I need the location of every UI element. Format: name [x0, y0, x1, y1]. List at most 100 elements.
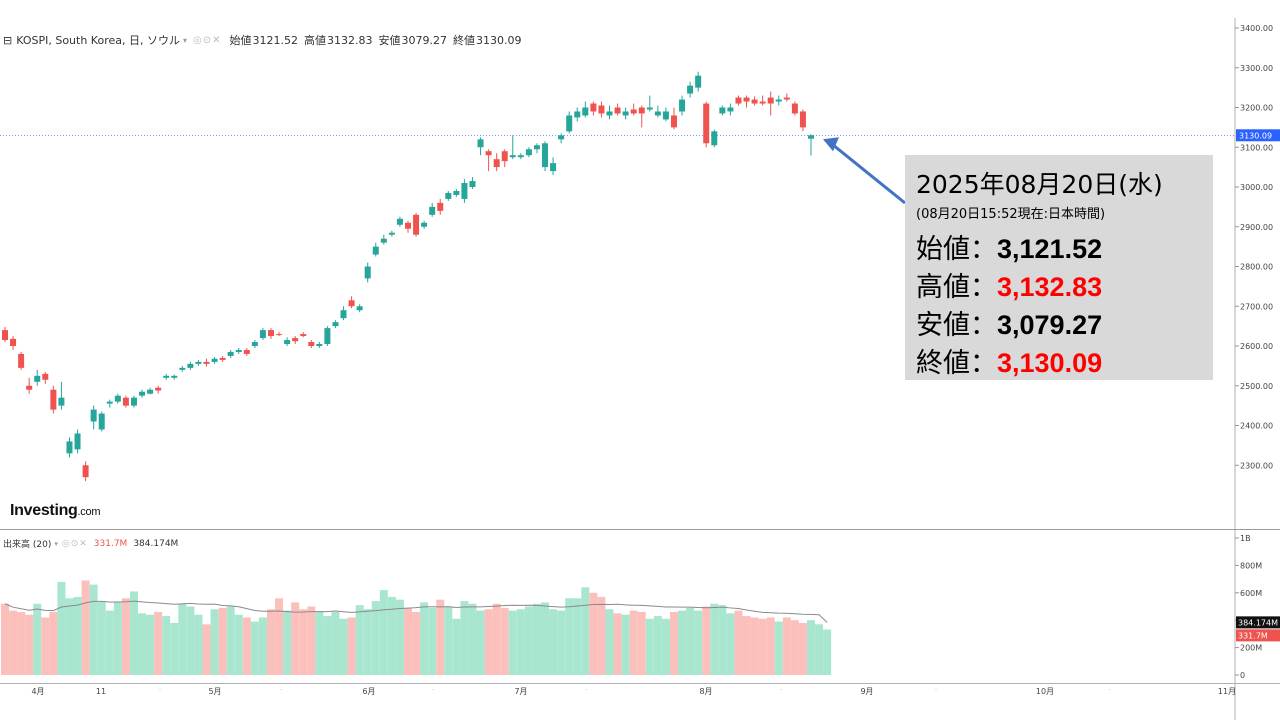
volume-bar: [807, 620, 815, 675]
candle-body: [783, 97, 790, 100]
price-tick-label: 2500.00: [1240, 382, 1273, 391]
candle-body: [203, 361, 210, 364]
candle-body: [405, 222, 411, 229]
volume-bar: [202, 624, 211, 675]
volume-bar: [742, 616, 751, 675]
candle-body: [808, 135, 814, 139]
volume-bar: [129, 591, 138, 675]
candle-body: [550, 163, 557, 172]
callout-arrow-head: [823, 137, 839, 152]
volume-title[interactable]: 出来高 (20): [3, 540, 52, 550]
volume-bar: [323, 616, 332, 675]
candle-body: [799, 111, 806, 128]
volume-bar: [412, 611, 421, 675]
last-price-tag: [1236, 129, 1280, 142]
volume-bar: [605, 609, 614, 675]
volume-bar: [428, 607, 437, 675]
candle-body: [542, 143, 549, 168]
candle-body: [332, 322, 339, 327]
candle-body: [211, 358, 218, 362]
volume-bar: [73, 596, 82, 675]
volume-tick-label: 800M: [1240, 561, 1262, 570]
candle-body: [743, 97, 750, 102]
volume-average: 384.174M: [133, 538, 179, 549]
volume-bar: [81, 580, 90, 675]
collapse-icon[interactable]: ⊟: [3, 33, 13, 47]
volume-bar: [379, 590, 388, 675]
candle-body: [284, 340, 291, 345]
volume-bar: [645, 618, 654, 675]
price-tick-label: 3200.00: [1240, 104, 1273, 113]
low-value: 3079.27: [401, 33, 447, 47]
symbol-name[interactable]: KOSPI, South Korea, 日, ソウル: [16, 34, 180, 47]
info-close-row: 終値：3,130.09: [916, 348, 1103, 379]
price-tick-label: 3100.00: [1240, 143, 1273, 152]
volume-bar: [121, 598, 130, 675]
candle-body: [340, 310, 347, 319]
chevron-down-icon[interactable]: ▾: [182, 35, 187, 45]
price-tick-label: 2300.00: [1240, 461, 1273, 470]
close-label: 終値: [452, 34, 475, 47]
volume-bar: [420, 602, 429, 675]
volume-bar: [541, 602, 550, 675]
candle-body: [90, 409, 97, 422]
time-minor-tick: ·: [159, 686, 161, 694]
time-tick-label: 9月: [860, 687, 873, 696]
volume-bar: [331, 611, 340, 675]
candle-body: [187, 363, 194, 368]
candle-body: [598, 105, 605, 114]
volume-bar: [283, 610, 292, 675]
candle-body: [566, 115, 573, 132]
time-minor-tick: ·: [935, 686, 937, 694]
volume-bar: [782, 617, 791, 675]
volume-bar: [25, 614, 34, 675]
candle-body: [453, 190, 460, 195]
candle-body: [316, 344, 323, 346]
candle-body: [219, 357, 226, 360]
candle-body: [98, 413, 105, 430]
volume-bar: [444, 606, 453, 675]
volume-bar: [653, 616, 662, 675]
volume-bar: [637, 611, 646, 675]
volume-bar: [694, 610, 703, 675]
volume-bar: [186, 606, 195, 675]
volume-bar: [146, 614, 155, 675]
volume-tick-label: 0: [1240, 671, 1245, 680]
candle-body: [155, 387, 162, 391]
candle-body: [267, 330, 274, 337]
volume-tick-label: 200M: [1240, 644, 1262, 653]
volume-bar: [299, 609, 308, 675]
candle-body: [243, 349, 250, 354]
info-as-of: (08月20日15:52現在:日本時間): [916, 207, 1106, 222]
open-value: 3121.52: [252, 33, 298, 47]
volume-bar: [468, 603, 477, 675]
candle-body: [614, 107, 621, 114]
volume-bar: [315, 611, 324, 675]
volume-bar: [65, 598, 74, 675]
volume-bar: [823, 629, 832, 675]
price-tick-label: 2900.00: [1240, 223, 1273, 232]
volume-last-label: 331.7M: [1238, 631, 1268, 640]
volume-bar: [49, 611, 58, 675]
candle-body: [396, 218, 403, 225]
candle-body: [18, 353, 25, 368]
volume-bar: [629, 610, 638, 675]
candle-body: [679, 99, 686, 112]
candle-body: [34, 375, 41, 382]
volume-bar: [436, 599, 445, 675]
symbol-header: ⊟ KOSPI, South Korea, 日, ソウル ▾ ◎⊙✕ 始値 31…: [3, 32, 521, 48]
volume-tick-label: 1B: [1240, 534, 1251, 543]
candle-body: [638, 107, 645, 114]
candle-body: [130, 397, 137, 406]
volume-settings-icons[interactable]: ◎⊙✕: [61, 538, 88, 549]
candle-body: [122, 397, 129, 406]
callout-arrow-line: [830, 142, 906, 205]
volume-bar: [508, 610, 517, 675]
candle-body: [82, 465, 89, 478]
time-tick-label: 7月: [514, 687, 527, 696]
chevron-down-icon[interactable]: ▾: [54, 539, 58, 548]
settings-icons[interactable]: ◎⊙✕: [193, 34, 222, 46]
candle-body: [727, 107, 734, 112]
volume-average-tag: [1236, 616, 1280, 629]
